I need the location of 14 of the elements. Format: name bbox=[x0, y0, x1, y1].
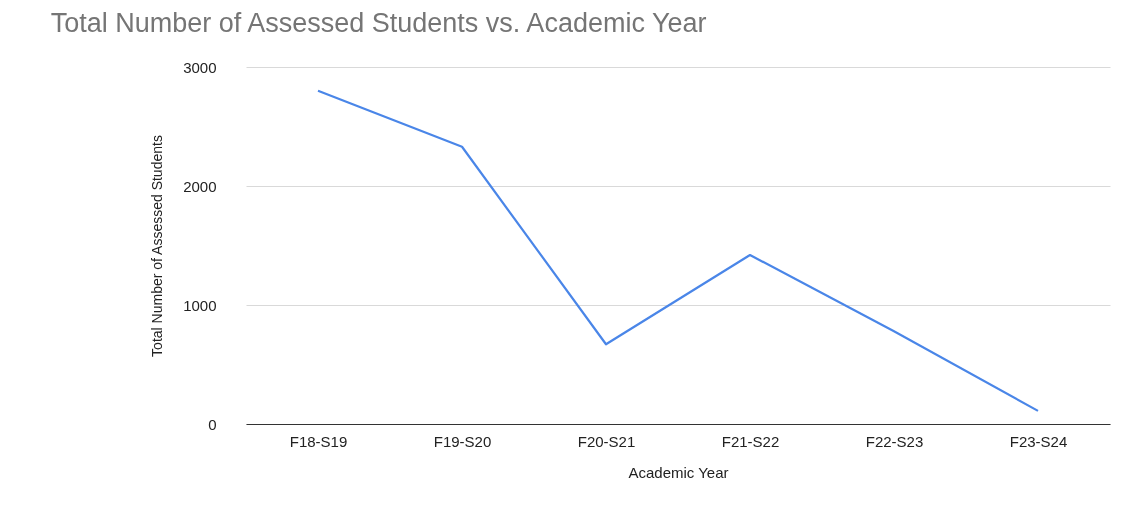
x-tick-label: F21-S22 bbox=[721, 432, 780, 450]
y-tick-label: 2000 bbox=[183, 177, 217, 195]
x-axis-title: Academic Year bbox=[628, 463, 729, 481]
chart-title: Total Number of Assessed Students vs. Academic Year bbox=[50, 8, 707, 38]
x-tick-label: F20-S21 bbox=[577, 432, 636, 450]
line-series bbox=[316, 89, 1040, 413]
y-tick-label: 0 bbox=[208, 415, 217, 433]
y-tick-label: 3000 bbox=[183, 58, 217, 76]
x-tick-label: F23-S24 bbox=[1009, 432, 1068, 450]
y-tick-label: 1000 bbox=[183, 296, 217, 314]
y-axis-title: Total Number of Assessed Students bbox=[149, 135, 166, 357]
x-tick-label: F19-S20 bbox=[433, 432, 492, 450]
x-tick-label: F18-S19 bbox=[289, 432, 348, 450]
x-tick-label: F22-S23 bbox=[865, 432, 924, 450]
